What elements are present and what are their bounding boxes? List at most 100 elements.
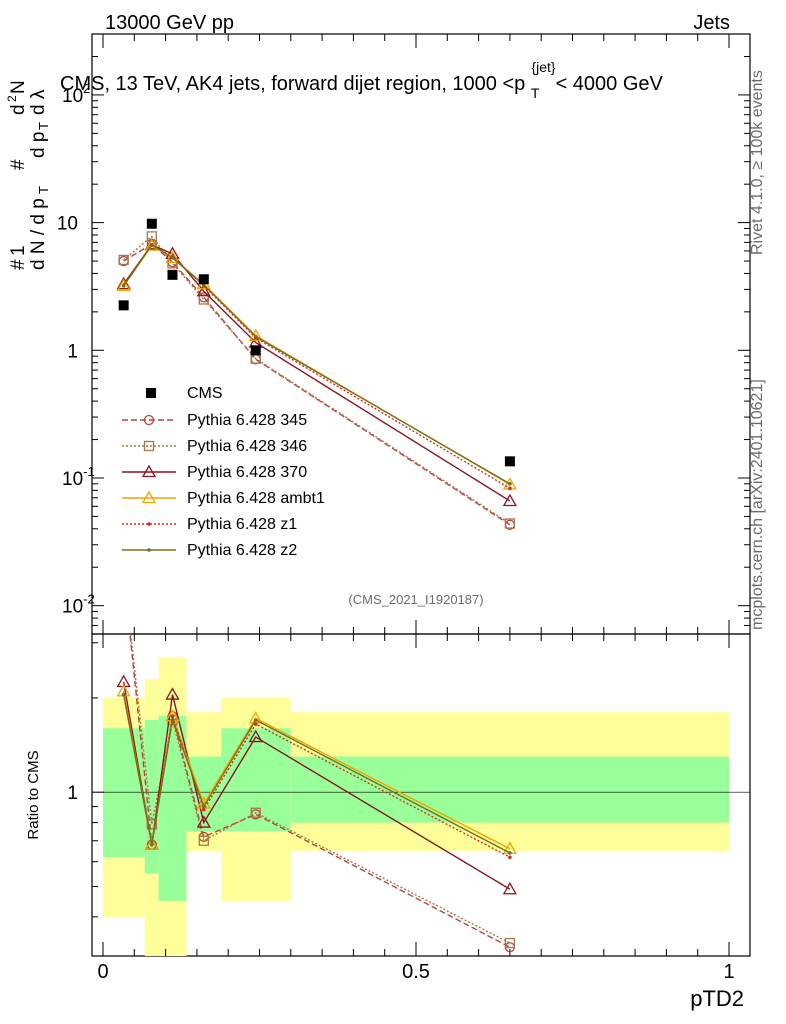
y-tick-exponent: -1: [83, 464, 95, 479]
source-label: mcplots.cern.ch [arXiv:2401.10621]: [749, 379, 766, 630]
x-tick-label: 1: [723, 961, 734, 983]
ratio-series-point: [201, 804, 206, 809]
stat-uncertainty-band: [103, 728, 145, 858]
title-tail: < 4000 GeV: [556, 73, 664, 95]
main-y-axis-label: # 1 d N / d p T # d p T d 2 N d λ: [5, 80, 51, 270]
svg-text:d p: d p: [28, 132, 49, 158]
ratio-series-point: [170, 714, 175, 718]
ratio-series-point: [253, 722, 258, 726]
ratio-series-point: [144, 837, 159, 850]
ratio-series-line: [129, 634, 511, 944]
ratio-series-point: [165, 687, 180, 700]
legend-label: Pythia 6.428 370: [187, 464, 307, 481]
beam-label: 13000 GeV pp: [105, 12, 234, 34]
stat-uncertainty-band: [144, 720, 159, 874]
ratio-series-point: [253, 718, 258, 722]
svg-text:2: 2: [5, 95, 19, 102]
y-tick-label: 10: [57, 214, 78, 235]
ratio-series-point: [508, 855, 512, 860]
series-line: [123, 243, 511, 526]
svg-text:T: T: [36, 186, 51, 194]
analysis-watermark: (CMS_2021_I1920187): [348, 592, 483, 607]
ratio-series-point: [504, 937, 516, 949]
svg-text:N: N: [8, 80, 29, 94]
ratio-uncertainty-bands: [92, 657, 750, 956]
series-line: [123, 243, 511, 502]
svg-text:1: 1: [8, 245, 29, 256]
ratio-series-point: [196, 815, 211, 828]
series-point: [508, 482, 512, 486]
series-point: [121, 283, 126, 288]
cms-data-point: [118, 300, 129, 311]
legend-label: Pythia 6.428 z2: [187, 542, 297, 559]
svg-text:d N / d p: d N / d p: [28, 198, 49, 270]
svg-text:#: #: [8, 159, 29, 170]
ratio-series-point: [150, 842, 154, 847]
y-tick-label: 1: [67, 341, 78, 362]
series-point: [116, 278, 131, 291]
legend-marker: [141, 490, 157, 504]
series-line: [123, 243, 511, 485]
rivet-version-label: Rivet 4.1.0, ≥ 100k events: [749, 70, 766, 255]
series-point: [144, 238, 159, 251]
series-point: [504, 518, 516, 529]
x-tick-label: 0: [97, 961, 108, 983]
series-point: [253, 334, 258, 339]
plot-title-text: CMS, 13 TeV, AK4 jets, forward dijet reg…: [60, 73, 525, 95]
legend-label: Pythia 6.428 345: [187, 412, 307, 429]
ratio-y-axis-label: Ratio to CMS: [25, 750, 42, 839]
series-line: [123, 244, 511, 486]
main-series-layer: [116, 218, 518, 530]
cms-data-point: [504, 456, 515, 467]
plot-title: CMS, 13 TeV, AK4 jets, forward dijet reg…: [60, 59, 664, 101]
y-tick-label: 10-1: [62, 464, 95, 490]
y-tick-exponent: 2: [83, 81, 90, 96]
category-label: Jets: [693, 12, 730, 34]
svg-text:d λ: d λ: [28, 89, 49, 115]
y-tick-exponent: -2: [83, 592, 95, 607]
svg-text:T: T: [36, 122, 51, 130]
stat-uncertainty-band: [290, 756, 729, 823]
series-point: [170, 256, 175, 260]
series-point: [165, 250, 180, 263]
series-point: [502, 493, 518, 507]
series-point: [118, 254, 129, 266]
series-point: [198, 294, 209, 305]
ratio-series-layer: [116, 634, 518, 953]
svg-text:d: d: [8, 104, 29, 115]
title-superscript: {jet}: [531, 59, 555, 75]
ratio-series-point: [170, 718, 175, 722]
legend-marker: [143, 440, 155, 452]
legend-marker-cms: [146, 388, 156, 398]
legend-marker: [147, 522, 151, 526]
ratio-series-line: [122, 694, 511, 854]
legend-label: Pythia 6.428 ambt1: [187, 490, 325, 507]
cms-data-point: [198, 274, 209, 285]
ratio-series-point: [248, 729, 263, 743]
cms-data-point: [167, 269, 178, 280]
ratio-series-point: [508, 851, 512, 855]
x-axis-label: pTD2: [690, 986, 744, 1011]
ratio-series-point: [201, 807, 206, 812]
legend-label: CMS: [187, 385, 223, 402]
ratio-series-group: [116, 634, 518, 953]
title-subscript: T: [531, 85, 540, 101]
stat-uncertainty-band: [221, 728, 291, 832]
legend: CMS Pythia 6.428 345 Pythia 6.428 346 Pythi…: [122, 385, 325, 559]
ratio-series-point: [250, 807, 261, 818]
cms-data-point: [250, 345, 261, 356]
series-point: [508, 486, 512, 491]
stat-uncertainty-band: [186, 756, 222, 832]
cms-data-point: [146, 218, 157, 229]
x-tick-label: 0.5: [402, 961, 430, 983]
ratio-panel-frame: [91, 633, 751, 957]
ratio-series-point: [502, 881, 518, 895]
y-tick-label: 10-2: [62, 592, 95, 618]
svg-text:#: #: [8, 259, 29, 270]
ratio-series-point: [121, 692, 126, 697]
series-point: [116, 276, 131, 290]
ratio-tick-label: 1: [67, 783, 78, 804]
